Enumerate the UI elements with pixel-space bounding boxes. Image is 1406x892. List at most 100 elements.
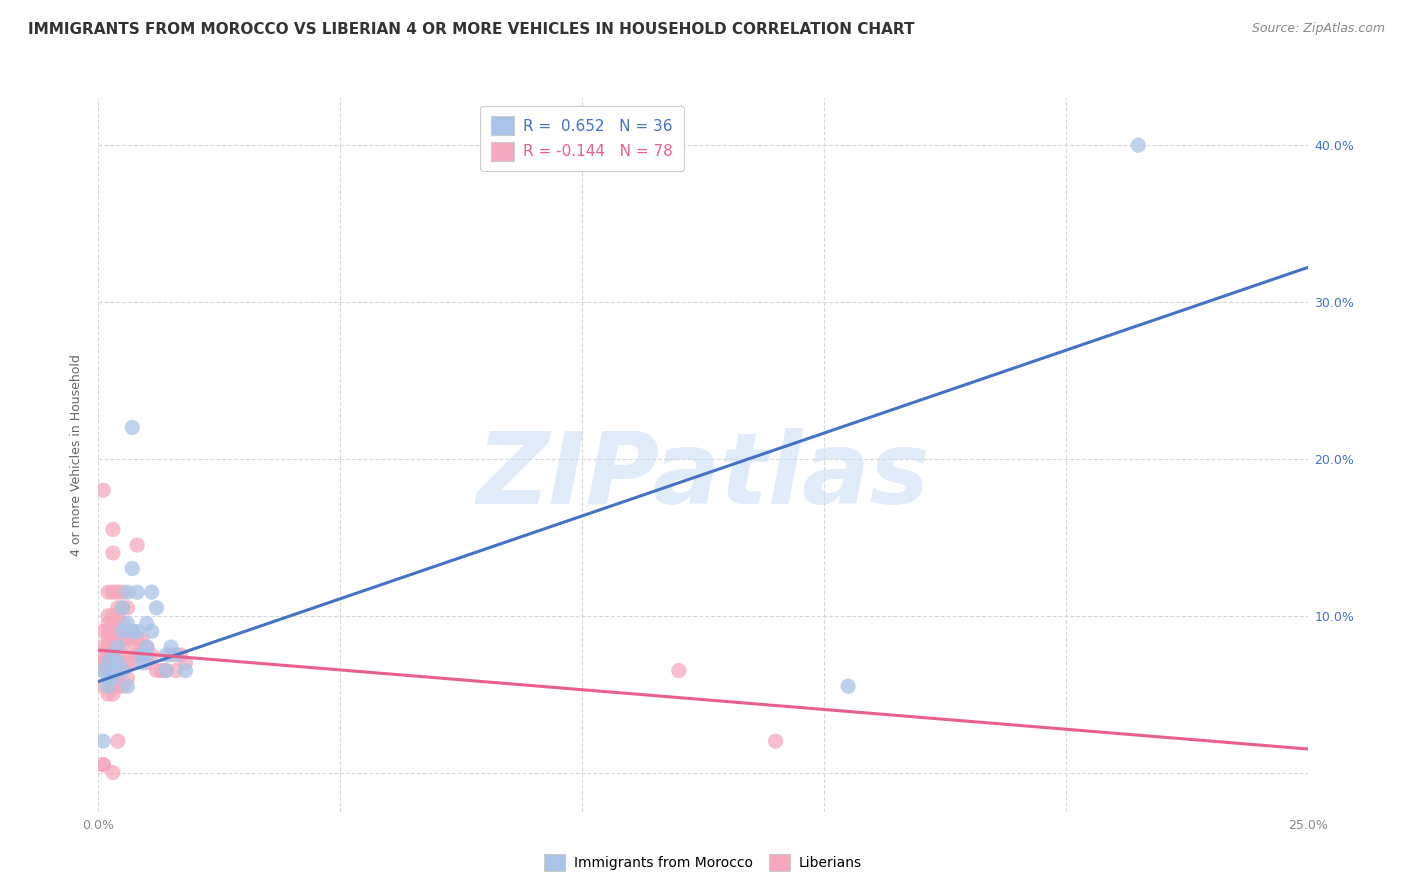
Point — [111, 648, 134, 662]
Y-axis label: 4 or more Vehicles in Household: 4 or more Vehicles in Household — [70, 354, 83, 556]
Point — [111, 632, 134, 647]
Point — [97, 624, 120, 639]
Point — [91, 624, 114, 639]
Point — [150, 664, 173, 678]
Point — [107, 585, 129, 599]
Point — [127, 585, 149, 599]
Point — [668, 664, 690, 678]
Point — [174, 664, 197, 678]
Point — [111, 600, 134, 615]
Point — [91, 734, 114, 748]
Point — [117, 600, 139, 615]
Point — [141, 624, 163, 639]
Point — [107, 640, 129, 654]
Point — [155, 648, 177, 662]
Point — [111, 664, 134, 678]
Point — [107, 648, 129, 662]
Point — [145, 664, 167, 678]
Point — [135, 640, 157, 654]
Point — [111, 679, 134, 693]
Point — [107, 656, 129, 670]
Point — [1128, 138, 1150, 153]
Text: ZIPatlas: ZIPatlas — [477, 428, 929, 524]
Point — [97, 648, 120, 662]
Point — [141, 585, 163, 599]
Point — [97, 679, 120, 693]
Point — [135, 640, 157, 654]
Point — [127, 632, 149, 647]
Point — [131, 648, 153, 662]
Point — [169, 648, 191, 662]
Point — [121, 640, 143, 654]
Point — [117, 672, 139, 686]
Point — [101, 640, 124, 654]
Point — [101, 624, 124, 639]
Point — [91, 679, 114, 693]
Point — [101, 648, 124, 662]
Point — [91, 757, 114, 772]
Point — [107, 608, 129, 623]
Point — [765, 734, 787, 748]
Point — [117, 616, 139, 631]
Point — [97, 672, 120, 686]
Point — [97, 687, 120, 701]
Point — [101, 679, 124, 693]
Point — [101, 664, 124, 678]
Point — [101, 672, 124, 686]
Point — [141, 648, 163, 662]
Legend: Immigrants from Morocco, Liberians: Immigrants from Morocco, Liberians — [538, 848, 868, 876]
Point — [131, 632, 153, 647]
Point — [107, 664, 129, 678]
Text: Source: ZipAtlas.com: Source: ZipAtlas.com — [1251, 22, 1385, 36]
Point — [91, 640, 114, 654]
Point — [101, 656, 124, 670]
Point — [101, 632, 124, 647]
Point — [107, 600, 129, 615]
Point — [121, 420, 143, 434]
Point — [91, 664, 114, 678]
Point — [111, 624, 134, 639]
Point — [117, 656, 139, 670]
Point — [101, 523, 124, 537]
Point — [97, 585, 120, 599]
Point — [135, 656, 157, 670]
Point — [91, 648, 114, 662]
Point — [127, 624, 149, 639]
Point — [117, 585, 139, 599]
Point — [101, 687, 124, 701]
Point — [111, 664, 134, 678]
Point — [127, 648, 149, 662]
Point — [135, 616, 157, 631]
Point — [101, 648, 124, 662]
Point — [107, 632, 129, 647]
Point — [97, 632, 120, 647]
Point — [101, 585, 124, 599]
Point — [91, 483, 114, 498]
Point — [101, 664, 124, 678]
Point — [101, 672, 124, 686]
Point — [91, 656, 114, 670]
Point — [121, 561, 143, 575]
Point — [107, 734, 129, 748]
Point — [155, 664, 177, 678]
Point — [127, 538, 149, 552]
Point — [111, 600, 134, 615]
Point — [101, 765, 124, 780]
Point — [111, 585, 134, 599]
Point — [97, 608, 120, 623]
Point — [117, 624, 139, 639]
Point — [97, 664, 120, 678]
Point — [97, 640, 120, 654]
Point — [101, 608, 124, 623]
Point — [101, 546, 124, 560]
Point — [155, 664, 177, 678]
Point — [131, 656, 153, 670]
Point — [131, 648, 153, 662]
Point — [117, 632, 139, 647]
Point — [135, 648, 157, 662]
Point — [165, 648, 187, 662]
Point — [111, 616, 134, 631]
Point — [91, 757, 114, 772]
Point — [91, 656, 114, 670]
Point — [107, 672, 129, 686]
